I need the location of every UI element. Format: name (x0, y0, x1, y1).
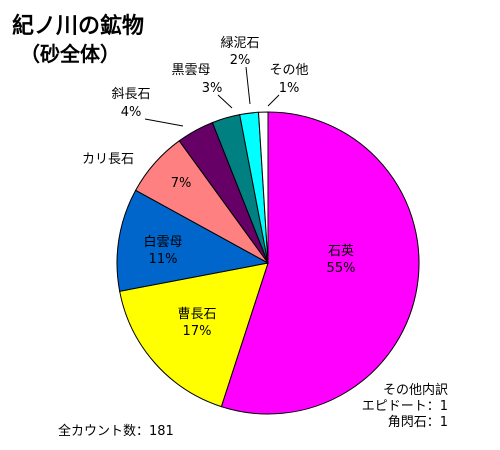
slice-labels: 石英 55% 曹長石 17% 白雲母 11% カリ長石 7% 斜長石 4% 黒雲母 3% 緑泥石 2% その… (82, 36, 355, 339)
slice-name-label-2: 曹長石 (177, 307, 216, 322)
slice-name-label-7: 緑泥石 (220, 36, 259, 51)
slice-percent-label-1: 55% (327, 261, 356, 276)
slice-percent-label-7: 2% (230, 53, 251, 68)
leader-line-7 (245, 66, 251, 105)
slice-name-label-3: 白雲母 (143, 234, 182, 250)
slice-percent-label-8: 1% (279, 81, 300, 96)
chart-title: 紀ノ川の鉱物 (12, 14, 145, 39)
other-breakdown-item-amphibole: 角閃石：1 (387, 415, 448, 430)
slice-percent-label-2: 17% (183, 324, 212, 339)
slice-percent-label-6: 3% (202, 81, 223, 96)
slice-percent-label-5: 4% (121, 105, 142, 120)
total-count-note: 全カウント数：181 (58, 424, 174, 439)
slice-percent-label-4: 7% (171, 176, 192, 191)
pie-slice-3 (116, 189, 270, 292)
slice-name-label-8: その他 (269, 63, 308, 78)
slice-name-label-6: 黒雲母 (171, 63, 210, 78)
leader-lines (144, 66, 280, 127)
slice-percent-label-3: 11% (149, 252, 178, 267)
slice-name-label-1: 石英 (328, 244, 354, 259)
other-breakdown-title: その他内訳 (382, 383, 448, 398)
pie-slice-8 (257, 111, 269, 264)
pie-slice-2 (119, 262, 269, 408)
other-breakdown-note: その他内訳 エピドート：1 角閃石：1 (362, 383, 448, 431)
other-breakdown-item-epidote: エピドート：1 (361, 399, 448, 414)
pie-slices (116, 111, 420, 415)
slice-name-label-5: 斜長石 (111, 87, 150, 102)
chart-subtitle: （砂全体） (20, 42, 120, 66)
slice-name-label-4: カリ長石 (82, 152, 134, 167)
leader-line-8 (267, 94, 280, 107)
leader-line-6 (217, 94, 233, 109)
leader-line-5 (144, 118, 184, 127)
pie-slice-1 (220, 111, 420, 415)
